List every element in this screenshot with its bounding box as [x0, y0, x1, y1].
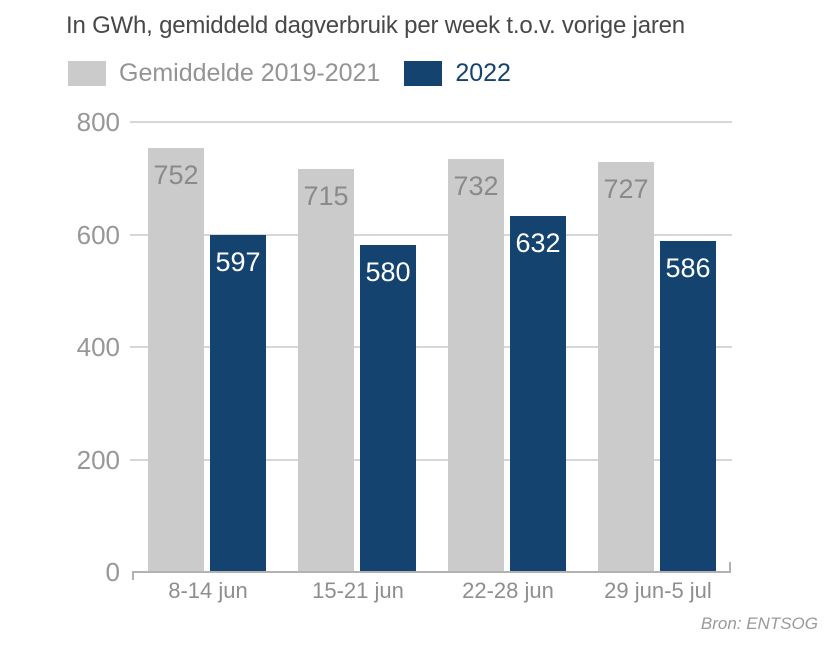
legend-swatch-2022 — [404, 61, 443, 86]
plot-area: 0 200 400 600 800 752 597 8-14 jun 715 580 15-21 j… — [77, 107, 732, 603]
axis-end-tick-left — [132, 571, 134, 580]
gridline-800 — [130, 121, 732, 123]
bar-avg-2019-2021-3: 732 — [448, 159, 504, 571]
x-axis-label-1: 8-14 jun — [168, 578, 248, 603]
y-axis-label-0: 0 — [105, 557, 120, 587]
legend-swatch-average — [68, 61, 106, 86]
bar-value-label: 586 — [665, 253, 711, 284]
x-axis-label-2: 15-21 jun — [312, 578, 404, 603]
bar-value-label: 632 — [515, 227, 561, 258]
y-axis-label-800: 800 — [76, 107, 120, 137]
legend-item-1: 2022 — [404, 59, 511, 88]
bar-2022-3: 632 — [510, 215, 566, 571]
source-attribution: Bron: ENTSOG — [700, 614, 818, 633]
gridline-400 — [130, 346, 732, 348]
bar-value-label: 715 — [303, 180, 349, 211]
bar-avg-2019-2021-2: 715 — [298, 168, 354, 571]
y-axis-label-200: 200 — [76, 444, 120, 475]
x-axis-label-3: 22-28 jun — [462, 578, 554, 603]
bar-value-label: 727 — [603, 174, 649, 205]
gridline-600 — [130, 233, 732, 236]
bar-avg-2019-2021-1: 752 — [148, 148, 204, 571]
x-axis-label-4: 29 jun-5 jul — [604, 578, 712, 603]
bar-2022-4: 586 — [660, 241, 716, 571]
bar-2022-2: 580 — [360, 244, 416, 571]
legend-label-average: Gemiddelde 2019-2021 — [119, 59, 381, 87]
gridline-200 — [130, 458, 732, 461]
bar-value-label: 580 — [365, 256, 411, 287]
legend: Gemiddelde 2019-2021 2022 — [68, 59, 511, 88]
y-axis-label-400: 400 — [76, 332, 120, 362]
bar-value-label: 732 — [453, 171, 499, 202]
bar-value-label: 597 — [215, 247, 261, 278]
bar-value-label: 752 — [153, 160, 199, 190]
y-axis-label-600: 600 — [76, 219, 120, 250]
bar-avg-2019-2021-4: 727 — [598, 162, 654, 571]
legend-label-2022: 2022 — [455, 59, 511, 87]
legend-item-0: Gemiddelde 2019-2021 — [68, 59, 380, 88]
axis-end-tick-right — [729, 562, 731, 573]
x-axis-baseline — [132, 562, 731, 580]
bar-2022-1: 597 — [210, 235, 266, 571]
chart-title: In GWh, gemiddeld dagverbruik per week t… — [66, 12, 685, 39]
